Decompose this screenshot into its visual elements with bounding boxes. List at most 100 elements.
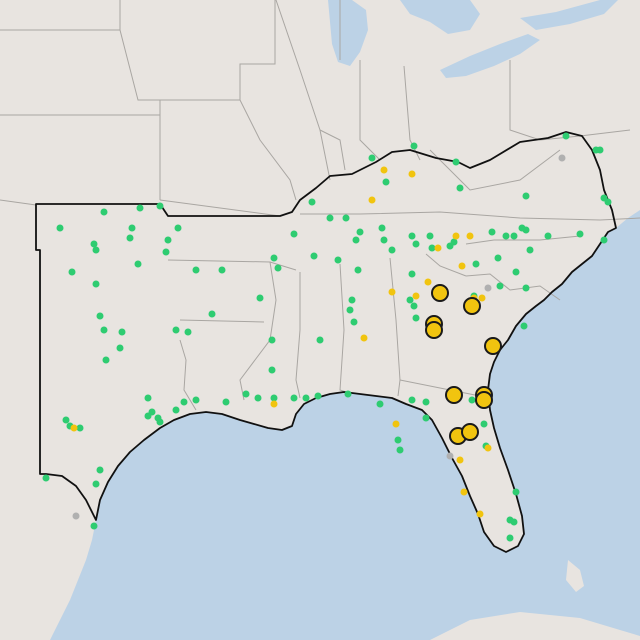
green-station-marker[interactable] xyxy=(452,158,460,166)
yellow-station-marker[interactable] xyxy=(478,294,486,302)
yellow-station-marker[interactable] xyxy=(476,510,484,518)
green-station-marker[interactable] xyxy=(348,296,356,304)
green-station-marker[interactable] xyxy=(268,366,276,374)
green-station-marker[interactable] xyxy=(254,394,262,402)
green-station-marker[interactable] xyxy=(68,268,76,276)
gray-station-marker[interactable] xyxy=(558,154,566,162)
green-station-marker[interactable] xyxy=(410,142,418,150)
green-station-marker[interactable] xyxy=(56,224,64,232)
green-station-marker[interactable] xyxy=(174,224,182,232)
green-station-marker[interactable] xyxy=(406,296,414,304)
green-station-marker[interactable] xyxy=(354,266,362,274)
green-station-marker[interactable] xyxy=(180,398,188,406)
green-station-marker[interactable] xyxy=(326,214,334,222)
green-station-marker[interactable] xyxy=(90,522,98,530)
yellow-station-marker[interactable] xyxy=(460,488,468,496)
large-yellow-marker[interactable] xyxy=(484,337,502,355)
green-station-marker[interactable] xyxy=(388,246,396,254)
green-station-marker[interactable] xyxy=(302,394,310,402)
green-station-marker[interactable] xyxy=(308,198,316,206)
yellow-station-marker[interactable] xyxy=(70,424,78,432)
green-station-marker[interactable] xyxy=(480,420,488,428)
green-station-marker[interactable] xyxy=(410,302,418,310)
green-station-marker[interactable] xyxy=(242,390,250,398)
green-station-marker[interactable] xyxy=(526,246,534,254)
green-station-marker[interactable] xyxy=(342,214,350,222)
yellow-station-marker[interactable] xyxy=(270,400,278,408)
green-station-marker[interactable] xyxy=(218,266,226,274)
yellow-station-marker[interactable] xyxy=(434,244,442,252)
yellow-station-marker[interactable] xyxy=(424,278,432,286)
large-yellow-marker[interactable] xyxy=(425,321,443,339)
green-station-marker[interactable] xyxy=(316,336,324,344)
green-station-marker[interactable] xyxy=(522,284,530,292)
green-station-marker[interactable] xyxy=(494,254,502,262)
green-station-marker[interactable] xyxy=(162,248,170,256)
green-station-marker[interactable] xyxy=(90,240,98,248)
gray-station-marker[interactable] xyxy=(484,284,492,292)
green-station-marker[interactable] xyxy=(184,328,192,336)
green-station-marker[interactable] xyxy=(412,314,420,322)
green-station-marker[interactable] xyxy=(164,236,172,244)
green-station-marker[interactable] xyxy=(522,192,530,200)
green-station-marker[interactable] xyxy=(222,398,230,406)
green-station-marker[interactable] xyxy=(472,260,480,268)
green-station-marker[interactable] xyxy=(76,424,84,432)
yellow-station-marker[interactable] xyxy=(388,288,396,296)
green-station-marker[interactable] xyxy=(408,270,416,278)
green-station-marker[interactable] xyxy=(310,252,318,260)
green-station-marker[interactable] xyxy=(314,392,322,400)
green-station-marker[interactable] xyxy=(512,488,520,496)
green-station-marker[interactable] xyxy=(562,132,570,140)
green-station-marker[interactable] xyxy=(488,228,496,236)
green-station-marker[interactable] xyxy=(102,356,110,364)
green-station-marker[interactable] xyxy=(290,230,298,238)
gray-station-marker[interactable] xyxy=(72,512,80,520)
green-station-marker[interactable] xyxy=(346,306,354,314)
green-station-marker[interactable] xyxy=(116,344,124,352)
green-station-marker[interactable] xyxy=(192,396,200,404)
gray-station-marker[interactable] xyxy=(446,452,454,460)
green-station-marker[interactable] xyxy=(92,246,100,254)
yellow-station-marker[interactable] xyxy=(360,334,368,342)
green-station-marker[interactable] xyxy=(92,480,100,488)
green-station-marker[interactable] xyxy=(172,406,180,414)
green-station-marker[interactable] xyxy=(520,322,528,330)
yellow-station-marker[interactable] xyxy=(458,262,466,270)
yellow-station-marker[interactable] xyxy=(368,196,376,204)
green-station-marker[interactable] xyxy=(96,466,104,474)
green-station-marker[interactable] xyxy=(496,282,504,290)
green-station-marker[interactable] xyxy=(468,396,476,404)
large-yellow-marker[interactable] xyxy=(445,386,463,404)
green-station-marker[interactable] xyxy=(256,294,264,302)
green-station-marker[interactable] xyxy=(144,394,152,402)
yellow-station-marker[interactable] xyxy=(484,444,492,452)
green-station-marker[interactable] xyxy=(576,230,584,238)
green-station-marker[interactable] xyxy=(270,394,278,402)
green-station-marker[interactable] xyxy=(456,184,464,192)
large-yellow-marker[interactable] xyxy=(475,391,493,409)
green-station-marker[interactable] xyxy=(334,256,342,264)
green-station-marker[interactable] xyxy=(396,446,404,454)
green-station-marker[interactable] xyxy=(136,204,144,212)
green-station-marker[interactable] xyxy=(134,260,142,268)
green-station-marker[interactable] xyxy=(96,312,104,320)
yellow-station-marker[interactable] xyxy=(466,232,474,240)
green-station-marker[interactable] xyxy=(352,236,360,244)
yellow-station-marker[interactable] xyxy=(392,420,400,428)
green-station-marker[interactable] xyxy=(380,236,388,244)
green-station-marker[interactable] xyxy=(382,178,390,186)
green-station-marker[interactable] xyxy=(428,244,436,252)
green-station-marker[interactable] xyxy=(144,412,152,420)
large-yellow-marker[interactable] xyxy=(461,423,479,441)
green-station-marker[interactable] xyxy=(128,224,136,232)
green-station-marker[interactable] xyxy=(368,154,376,162)
green-station-marker[interactable] xyxy=(100,326,108,334)
green-station-marker[interactable] xyxy=(356,228,364,236)
green-station-marker[interactable] xyxy=(268,336,276,344)
green-station-marker[interactable] xyxy=(412,240,420,248)
green-station-marker[interactable] xyxy=(394,436,402,444)
green-station-marker[interactable] xyxy=(604,198,612,206)
green-station-marker[interactable] xyxy=(42,474,50,482)
